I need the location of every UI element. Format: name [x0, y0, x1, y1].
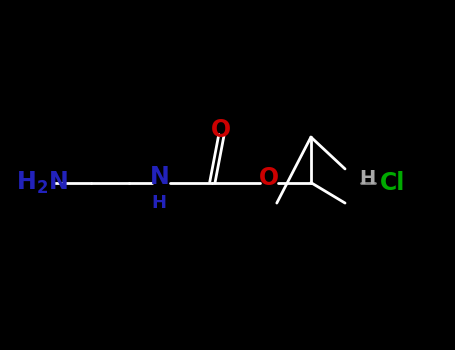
Text: O: O	[212, 118, 232, 142]
Text: H: H	[152, 194, 167, 212]
Text: N: N	[149, 165, 169, 189]
Text: H: H	[359, 169, 376, 188]
Text: O: O	[259, 166, 279, 190]
Text: Cl: Cl	[380, 170, 405, 195]
Text: $\mathregular{H_2N}$: $\mathregular{H_2N}$	[16, 169, 68, 196]
